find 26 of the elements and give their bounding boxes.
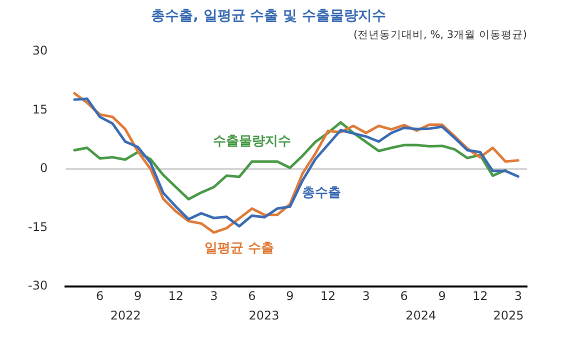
chart-title: 총수출, 일평균 수출 및 수출물량지수 xyxy=(151,8,386,24)
text: 2024 xyxy=(406,308,436,323)
x-tick-label: 12 xyxy=(320,288,336,303)
text: 2023 xyxy=(248,308,280,323)
x-tick-label: 12 xyxy=(472,288,488,303)
series-label: 수출물량지수 xyxy=(212,134,291,149)
x-tick-label: 6 xyxy=(96,288,104,303)
x-tick-label: 9 xyxy=(286,288,294,303)
y-tick-label: -30 xyxy=(28,278,48,293)
y-tick-label: 0 xyxy=(40,161,48,176)
text: 2022 xyxy=(110,308,141,323)
x-tick-label: 9 xyxy=(134,288,142,303)
x-tick-label: 3 xyxy=(514,288,522,303)
x-tick-label: 12 xyxy=(168,288,184,303)
text: 2025 xyxy=(493,308,524,323)
x-tick-label: 9 xyxy=(438,288,446,303)
series-label: 일평균 수출 xyxy=(204,240,274,256)
series-label: 총수출 xyxy=(302,186,341,201)
y-tick-label: 15 xyxy=(32,102,48,116)
x-tick-label: 3 xyxy=(362,288,370,303)
x-tick-label: 6 xyxy=(400,288,408,303)
x-tick-label: 6 xyxy=(248,288,256,303)
y-tick-label: -15 xyxy=(28,220,48,234)
y-tick-label: 30 xyxy=(32,44,48,58)
x-tick-label: 3 xyxy=(210,288,218,303)
chart-subtitle: (전년동기대비, %, 3개월 이동평균) xyxy=(353,28,527,41)
